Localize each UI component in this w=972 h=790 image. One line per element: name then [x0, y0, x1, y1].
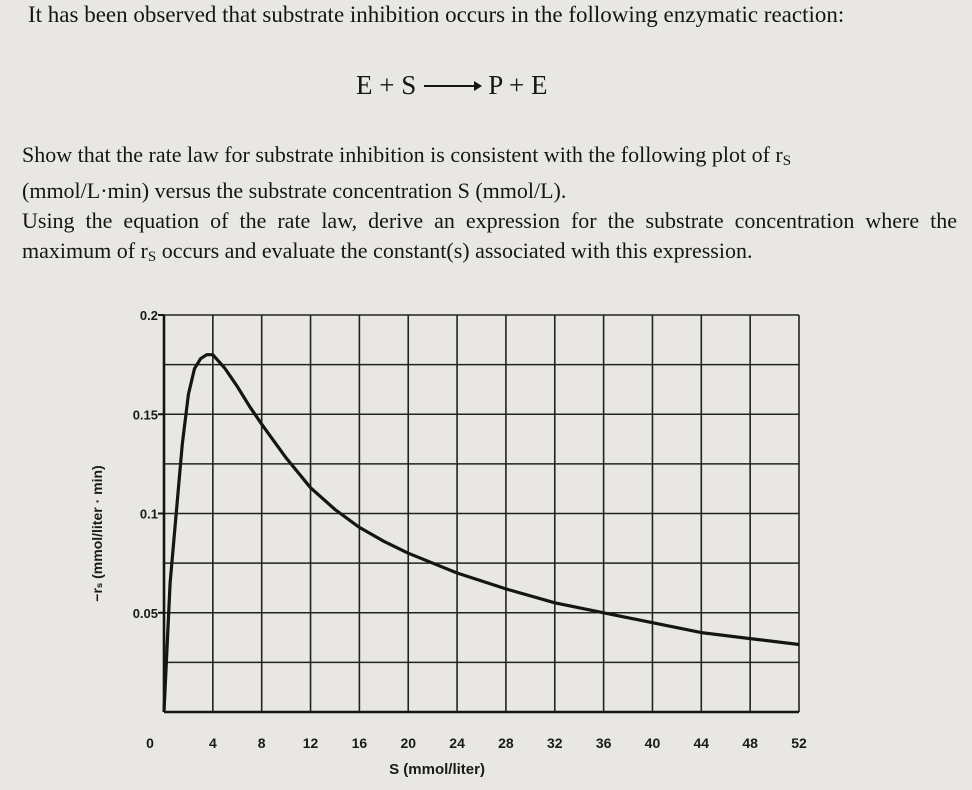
problem-intro: It has been observed that substrate inhi… [28, 2, 845, 27]
x-tick-label: 8 [258, 735, 266, 751]
x-tick-label: 40 [645, 735, 661, 751]
x-tick-label: 48 [742, 735, 758, 751]
rate-vs-substrate-chart: 0 4 8 12 16 20 24 28 32 36 40 44 48 52 0.050.10.150.2… [89, 308, 807, 778]
grid-lines [163, 314, 800, 713]
reaction-products: P + E [488, 70, 548, 100]
question-part-2-a: Using the equation of the rate law, deri… [22, 208, 957, 263]
rate-subscript: S [782, 153, 792, 169]
x-tick-labels: 0 4 8 12 16 20 24 28 32 36 40 44 48 52 [146, 735, 807, 751]
x-tick-label: 0 [146, 735, 154, 751]
x-tick-label: 52 [791, 735, 807, 751]
x-axis-label: S (mmol/liter) [389, 761, 485, 778]
x-tick-label: 32 [547, 735, 563, 751]
question-part-1: Show that the rate law for substrate inh… [22, 140, 957, 206]
question-part-2: Using the equation of the rate law, deri… [22, 206, 957, 272]
problem-question: Show that the rate law for substrate inh… [22, 140, 957, 272]
y-axis-label: −rₛ (mmol/liter · min) [89, 465, 105, 601]
y-tick-labels: 0.05 0.1 0.15 0.2 [133, 308, 164, 621]
x-tick-label: 28 [498, 735, 514, 751]
reaction-equation: E + S P + E [356, 70, 547, 101]
y-tick-label: 0.05 [133, 606, 158, 621]
rate-curve [162, 353, 800, 713]
x-tick-label: 16 [352, 735, 368, 751]
y-tick-label: 0.15 [133, 407, 158, 422]
y-tick-label: 0.2 [140, 308, 158, 323]
x-tick-label: 12 [303, 735, 319, 751]
reaction-reactants: E + S [356, 70, 417, 100]
question-line-2: (mmol/L·min) versus the substrate concen… [22, 178, 567, 203]
x-tick-label: 20 [400, 735, 416, 751]
x-tick-label: 24 [449, 735, 465, 751]
reaction-arrow-icon [424, 80, 483, 91]
rate-subscript-2: S [147, 249, 157, 265]
question-part-2-b: occurs and evaluate the constant(s) asso… [156, 238, 753, 263]
y-tick-label: 0.1 [140, 507, 158, 522]
x-tick-label: 4 [209, 735, 217, 751]
x-tick-label: 44 [694, 735, 710, 751]
question-line-1: Show that the rate law for substrate inh… [22, 142, 783, 167]
x-tick-label: 36 [596, 735, 612, 751]
